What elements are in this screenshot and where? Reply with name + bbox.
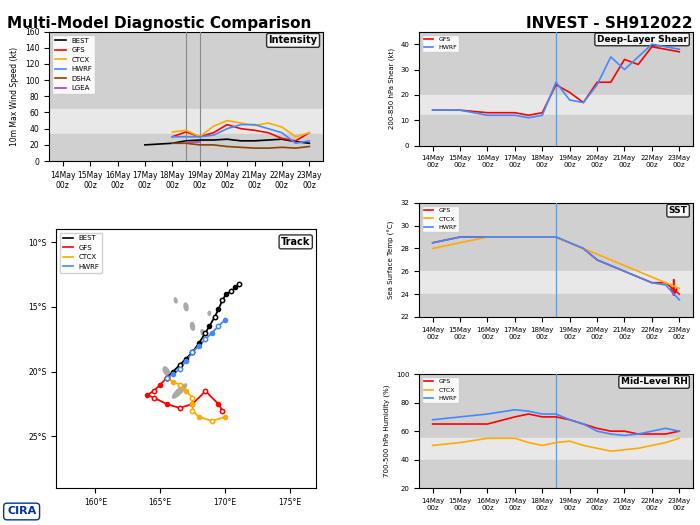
Bar	[419, 271, 693, 294]
Ellipse shape	[174, 298, 177, 303]
Bar	[419, 438, 693, 460]
Bar	[49, 32, 323, 109]
Legend: BEST, GFS, CTCX, HWRF, DSHA, LGEA: BEST, GFS, CTCX, HWRF, DSHA, LGEA	[52, 35, 95, 94]
Text: Deep-Layer Shear: Deep-Layer Shear	[596, 35, 687, 44]
Ellipse shape	[172, 384, 187, 398]
Text: Multi-Model Diagnostic Comparison: Multi-Model Diagnostic Comparison	[7, 16, 312, 31]
Legend: BEST, GFS, CTCX, HWRF: BEST, GFS, CTCX, HWRF	[60, 233, 102, 272]
Ellipse shape	[201, 330, 204, 336]
Text: Track: Track	[281, 237, 310, 247]
Ellipse shape	[184, 303, 188, 311]
Text: Intensity: Intensity	[269, 35, 318, 45]
Y-axis label: 10m Max Wind Speed (kt): 10m Max Wind Speed (kt)	[10, 47, 19, 146]
Bar	[49, 109, 323, 133]
Bar	[49, 133, 323, 161]
Legend: GFS, HWRF: GFS, HWRF	[422, 35, 459, 52]
Text: INVEST - SH912022: INVEST - SH912022	[526, 16, 693, 31]
Bar	[419, 116, 693, 145]
Ellipse shape	[163, 367, 170, 376]
Bar	[419, 203, 693, 271]
Y-axis label: Sea Surface Temp (°C): Sea Surface Temp (°C)	[388, 220, 395, 299]
Text: CIRA: CIRA	[7, 507, 36, 517]
Bar	[419, 374, 693, 438]
Legend: GFS, CTCX, HWRF: GFS, CTCX, HWRF	[422, 206, 459, 232]
Ellipse shape	[208, 311, 211, 316]
Bar	[419, 95, 693, 116]
Bar	[419, 460, 693, 488]
Y-axis label: 700-500 hPa Humidity (%): 700-500 hPa Humidity (%)	[384, 385, 390, 477]
Text: Mid-Level RH: Mid-Level RH	[621, 377, 687, 386]
Bar	[419, 32, 693, 95]
Legend: GFS, CTCX, HWRF: GFS, CTCX, HWRF	[422, 377, 459, 403]
Y-axis label: 200-850 hPa Shear (kt): 200-850 hPa Shear (kt)	[389, 48, 395, 129]
Bar	[419, 294, 693, 317]
Ellipse shape	[190, 322, 195, 330]
Text: SST: SST	[668, 206, 687, 215]
